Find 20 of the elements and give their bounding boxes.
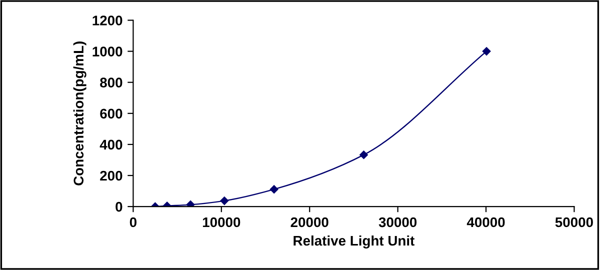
y-tick-label: 1200 (92, 16, 122, 26)
point (482, 47, 491, 56)
y-tick-label: 200 (100, 170, 122, 181)
x-axis-title: Relative Light Unit (294, 235, 414, 248)
x-tick-label: 20000 (290, 217, 328, 228)
y-axis-title: Concentration(pg/mL) (73, 42, 86, 186)
y-tick-label: 0 (116, 202, 122, 212)
point (360, 150, 368, 159)
x-tick-label: 50000 (555, 217, 593, 228)
y-tick-label: 400 (100, 140, 122, 150)
x-tick-label: 10000 (202, 217, 240, 228)
y-tick-label: 600 (100, 108, 122, 119)
x-tick-label: 0 (130, 217, 136, 228)
point (270, 185, 278, 194)
point (220, 196, 229, 205)
y-tick-label: 1000 (92, 46, 122, 56)
y-tick-label: 800 (100, 78, 122, 88)
point (186, 200, 195, 207)
x-tick-label: 40000 (466, 217, 505, 228)
x-tick-label: 30000 (378, 217, 417, 228)
